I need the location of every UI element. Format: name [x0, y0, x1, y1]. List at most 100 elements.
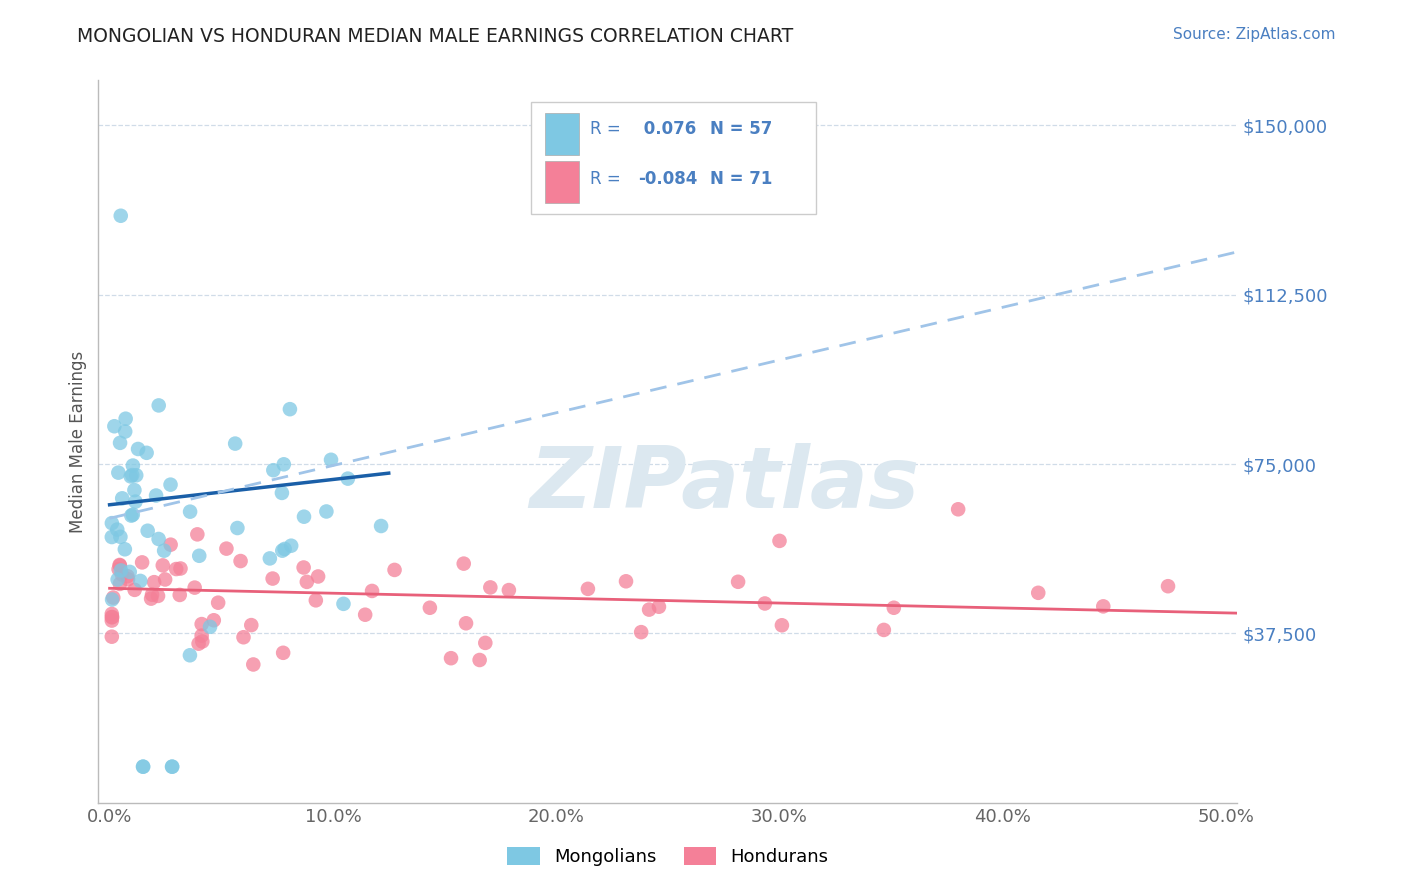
Point: [187, 637, 209, 651]
Point: [120, 508, 142, 523]
Point: [232, 630, 254, 644]
Point: [202, 613, 225, 627]
Point: [103, 419, 125, 434]
Point: [242, 657, 264, 672]
Point: [332, 597, 354, 611]
Point: [127, 442, 149, 456]
Point: [768, 533, 790, 548]
Point: [141, 588, 163, 602]
Point: [361, 583, 384, 598]
Point: [108, 558, 131, 572]
Text: ZIPatlas: ZIPatlas: [530, 443, 920, 526]
Point: [136, 524, 159, 538]
Point: [226, 521, 249, 535]
Point: [1092, 599, 1115, 614]
Point: [1026, 586, 1049, 600]
Point: [354, 607, 377, 622]
Point: [131, 555, 153, 569]
Point: [160, 760, 183, 774]
Point: [440, 651, 463, 665]
Text: R =: R =: [591, 170, 627, 188]
Point: [224, 436, 246, 450]
Point: [101, 516, 124, 530]
Text: R =: R =: [591, 120, 627, 137]
Point: [101, 610, 124, 624]
Point: [454, 616, 477, 631]
Point: [576, 582, 599, 596]
Point: [468, 653, 491, 667]
Point: [883, 600, 905, 615]
Point: [295, 574, 318, 589]
Text: MONGOLIAN VS HONDURAN MEDIAN MALE EARNINGS CORRELATION CHART: MONGOLIAN VS HONDURAN MEDIAN MALE EARNIN…: [77, 27, 793, 45]
Point: [110, 209, 132, 223]
Point: [179, 505, 201, 519]
Point: [108, 558, 131, 573]
Point: [108, 577, 131, 591]
Point: [121, 468, 143, 483]
Point: [132, 760, 155, 774]
Point: [152, 558, 174, 573]
Y-axis label: Median Male Earnings: Median Male Earnings: [69, 351, 87, 533]
Point: [169, 588, 191, 602]
Point: [198, 620, 221, 634]
Text: -0.084: -0.084: [638, 170, 697, 188]
Point: [107, 466, 129, 480]
Point: [474, 636, 496, 650]
Point: [614, 574, 637, 589]
Point: [114, 425, 136, 439]
Point: [384, 563, 406, 577]
Point: [453, 557, 475, 571]
Text: N = 71: N = 71: [710, 170, 772, 188]
Point: [305, 593, 328, 607]
Point: [190, 629, 212, 643]
Point: [273, 541, 295, 556]
Point: [278, 402, 301, 417]
Point: [207, 596, 229, 610]
Point: [179, 648, 201, 663]
Point: [169, 561, 191, 575]
Point: [143, 575, 166, 590]
Point: [117, 569, 139, 583]
Legend: Mongolians, Hondurans: Mongolians, Hondurans: [501, 839, 835, 873]
Point: [946, 502, 969, 516]
Point: [271, 646, 294, 660]
Point: [125, 468, 148, 483]
Point: [153, 573, 176, 587]
Point: [165, 562, 187, 576]
Point: [271, 543, 294, 558]
Point: [754, 597, 776, 611]
Point: [107, 562, 129, 576]
Point: [117, 572, 139, 586]
Point: [120, 469, 142, 483]
Point: [190, 617, 212, 632]
Point: [1157, 579, 1180, 593]
Point: [110, 564, 132, 578]
Point: [215, 541, 238, 556]
Point: [638, 602, 661, 616]
Point: [183, 581, 205, 595]
Point: [159, 538, 181, 552]
Point: [370, 519, 392, 533]
Point: [148, 398, 170, 412]
Point: [307, 569, 329, 583]
Point: [191, 634, 214, 648]
Point: [262, 463, 284, 477]
Point: [105, 523, 128, 537]
Point: [188, 549, 211, 563]
Point: [630, 625, 652, 640]
Point: [770, 618, 793, 632]
Point: [271, 486, 294, 500]
Text: N = 57: N = 57: [710, 120, 772, 137]
Point: [101, 530, 124, 544]
Point: [110, 530, 132, 544]
Point: [111, 567, 134, 582]
Point: [273, 458, 295, 472]
Point: [292, 509, 315, 524]
Point: [262, 572, 284, 586]
Point: [129, 574, 152, 588]
Point: [186, 527, 208, 541]
Point: [159, 477, 181, 491]
Point: [124, 483, 146, 497]
Point: [873, 623, 896, 637]
FancyBboxPatch shape: [531, 102, 815, 214]
